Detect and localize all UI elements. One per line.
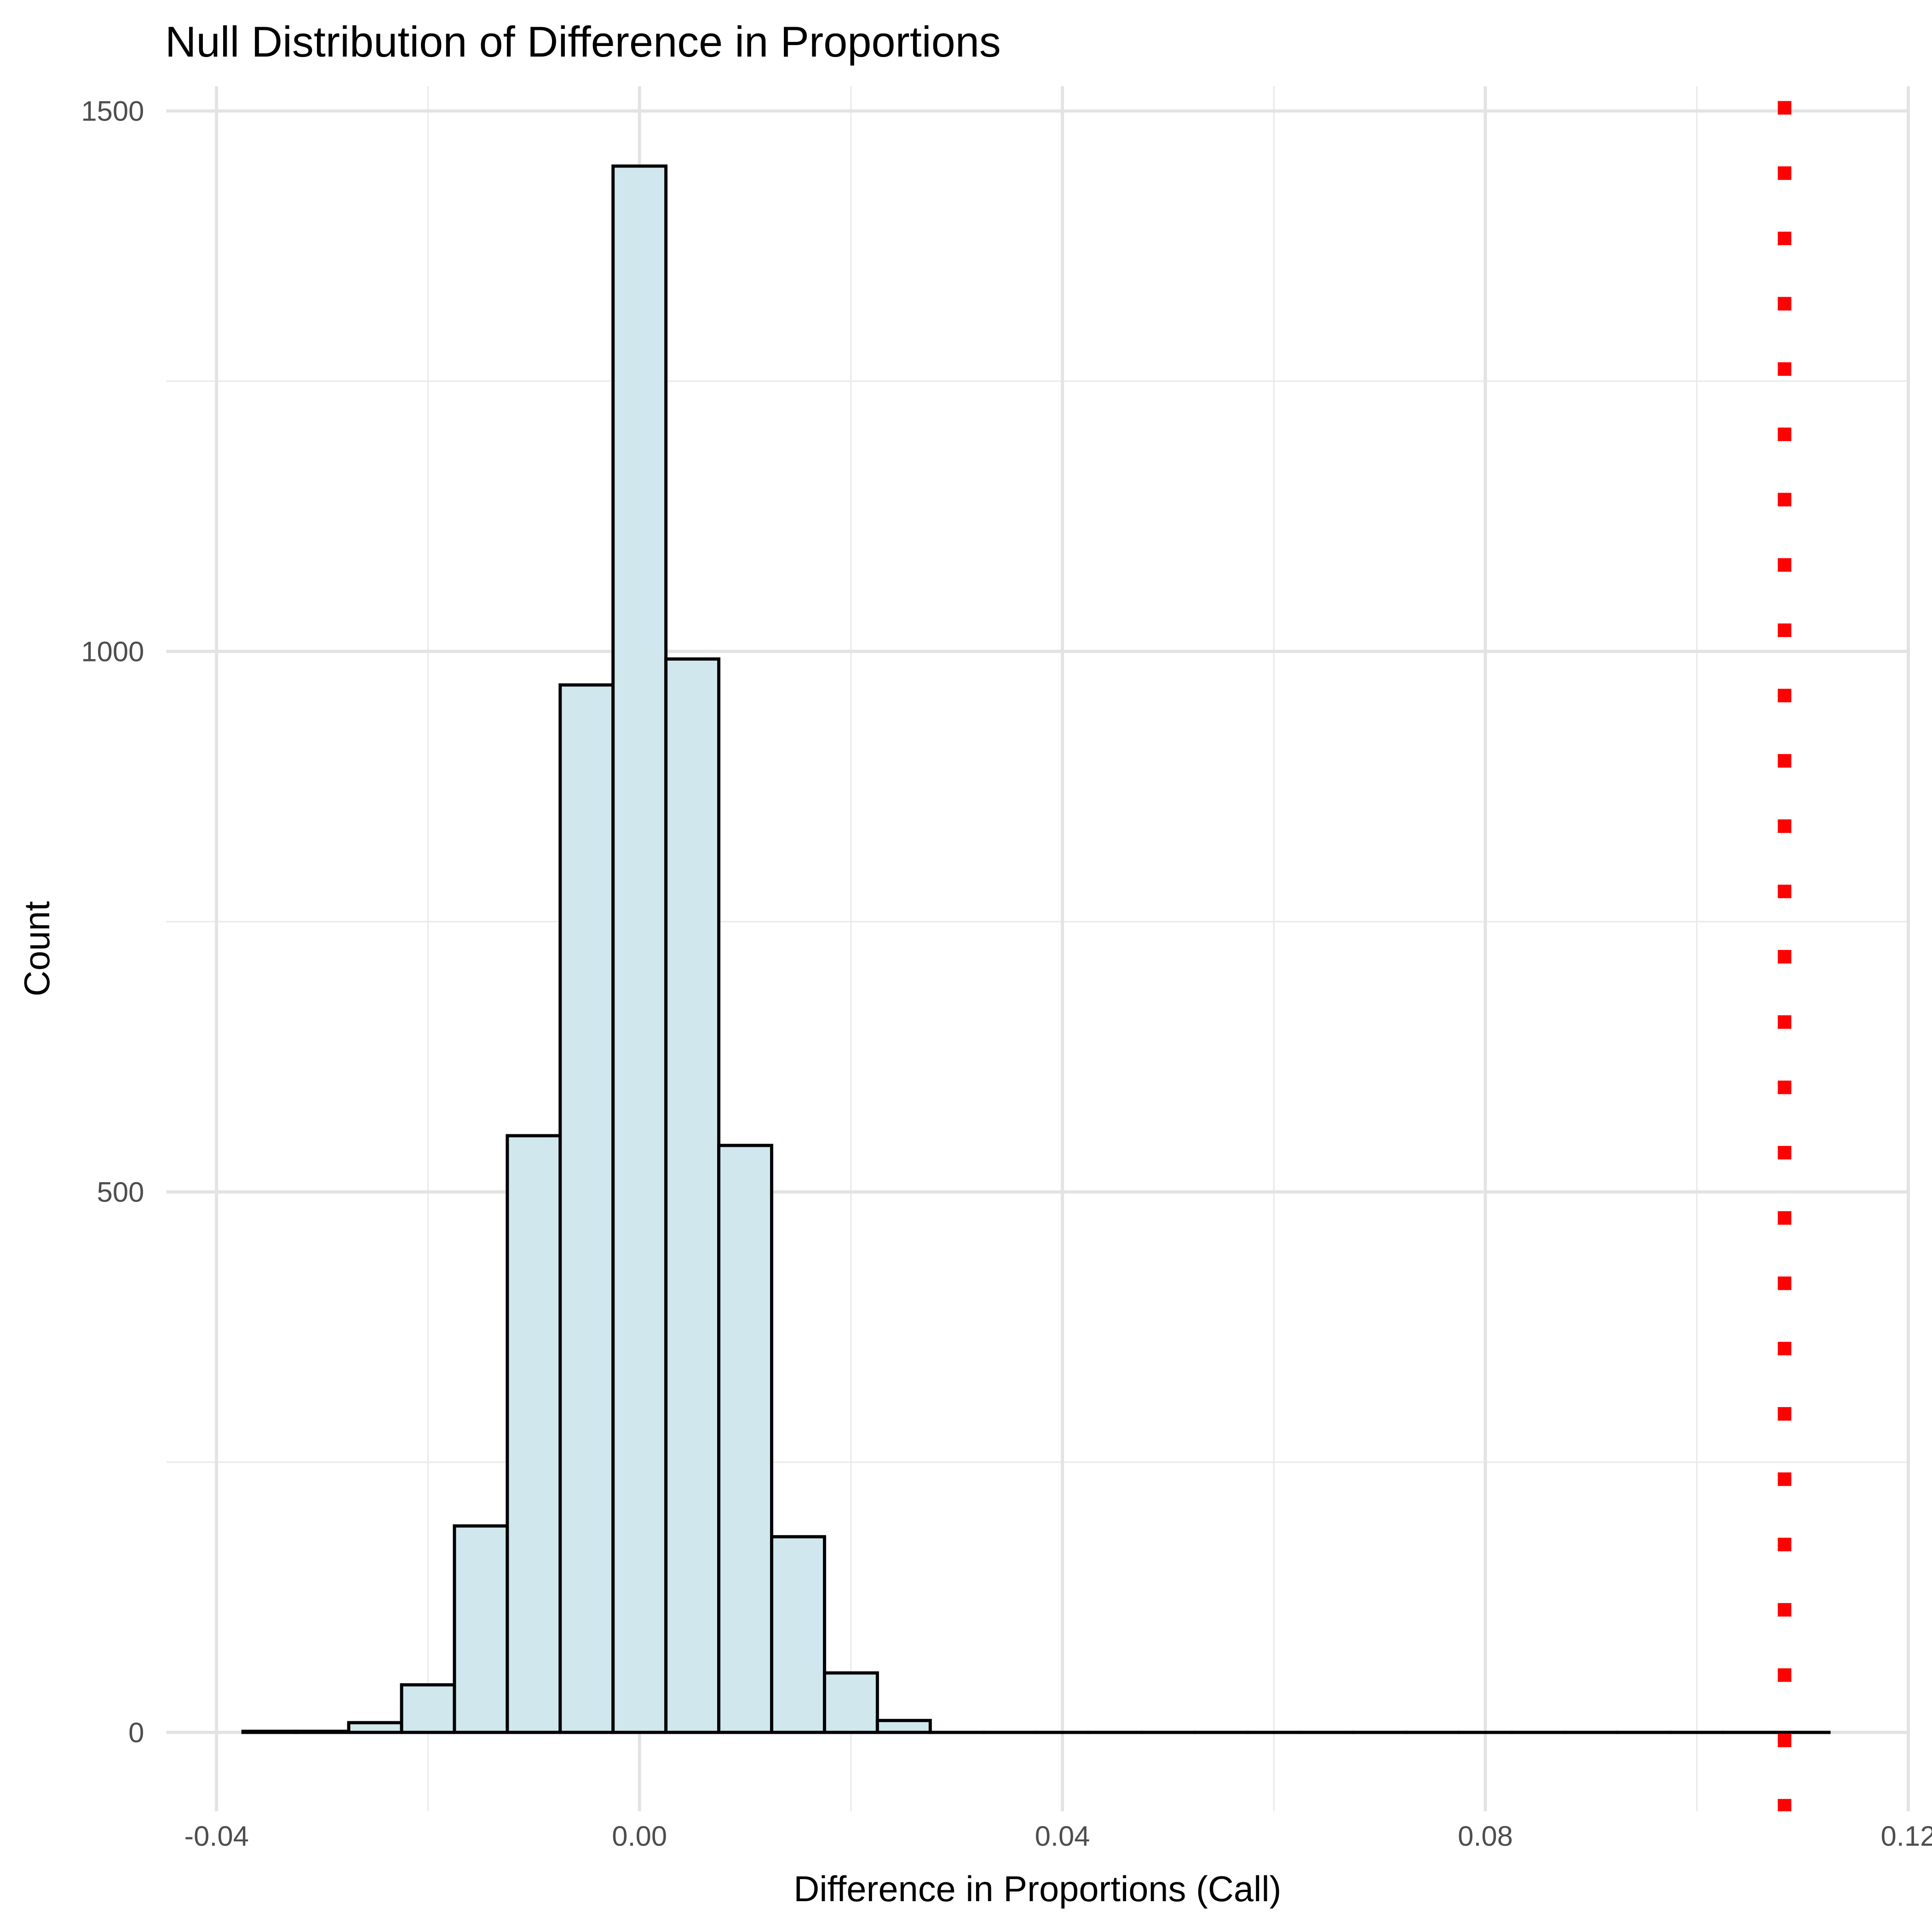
x-tick-label: -0.04	[184, 1821, 249, 1852]
histogram-bar	[875, 1719, 932, 1734]
y-tick-label: 1500	[81, 96, 144, 127]
x-tick-label: 0.12	[1880, 1821, 1932, 1852]
histogram-bar	[241, 1730, 298, 1734]
histogram-bar	[506, 1134, 562, 1734]
x-tick-label: 0.04	[1035, 1821, 1090, 1852]
histogram-bar	[347, 1721, 403, 1734]
histogram-bar	[611, 164, 668, 1734]
histogram-bar	[822, 1671, 879, 1734]
x-tick-label: 0.08	[1458, 1821, 1513, 1852]
y-tick-label: 1000	[81, 636, 144, 668]
histogram-bar	[558, 683, 615, 1734]
histogram-bar	[294, 1730, 351, 1734]
x-tick-label: 0.00	[612, 1821, 667, 1852]
tick-labels: -0.04 0.00 0.04 0.08 0.12 0 500 1000 1500	[81, 96, 1932, 1852]
histogram-bar	[664, 657, 721, 1734]
y-tick-label: 0	[128, 1717, 144, 1749]
bars	[241, 164, 1831, 1734]
histogram-bar	[400, 1683, 456, 1734]
histogram-bar	[453, 1524, 509, 1734]
histogram-bar	[717, 1144, 773, 1734]
histogram-bar	[770, 1535, 826, 1734]
chart-title: Null Distribution of Difference in Propo…	[165, 17, 1001, 66]
y-tick-label: 500	[97, 1177, 144, 1208]
y-axis-label: Count	[17, 901, 57, 996]
x-axis-label: Difference in Proportions (Call)	[794, 1869, 1281, 1909]
grid	[166, 86, 1910, 1811]
